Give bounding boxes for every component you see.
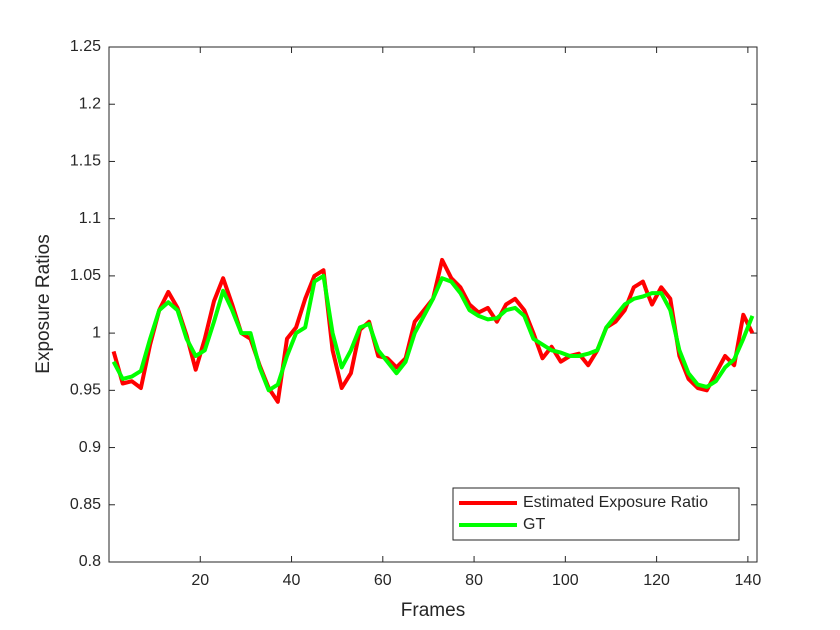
y-tick-label: 1.05: [70, 267, 101, 284]
x-tick-label: 60: [374, 572, 392, 589]
x-axis-label: Frames: [401, 600, 465, 621]
y-tick-label: 0.85: [70, 496, 101, 513]
y-tick-label: 1.25: [70, 38, 101, 55]
y-axis-label: Exposure Ratios: [33, 234, 54, 373]
y-tick-label: 0.8: [79, 553, 101, 570]
legend-box: [452, 487, 740, 541]
y-tick-label: 0.95: [70, 382, 101, 399]
y-tick-label: 1.1: [79, 210, 101, 227]
x-tick-label: 20: [191, 572, 209, 589]
data-line: [111, 273, 755, 393]
x-tick-label: 40: [283, 572, 301, 589]
y-tick-label: 1: [92, 324, 101, 341]
legend-label: Estimated Exposure Ratio: [523, 494, 708, 511]
x-tick-label: 100: [552, 572, 579, 589]
y-tick-label: 1.15: [70, 153, 101, 170]
x-tick-label: 120: [643, 572, 670, 589]
x-tick-label: 80: [465, 572, 483, 589]
legend-label: GT: [523, 516, 545, 533]
y-tick-label: 0.9: [79, 439, 101, 456]
x-tick-label: 140: [735, 572, 762, 589]
legend: Estimated Exposure Ratio GT: [452, 487, 740, 541]
y-tick-label: 1.2: [79, 95, 101, 112]
axes-box: [108, 46, 758, 563]
